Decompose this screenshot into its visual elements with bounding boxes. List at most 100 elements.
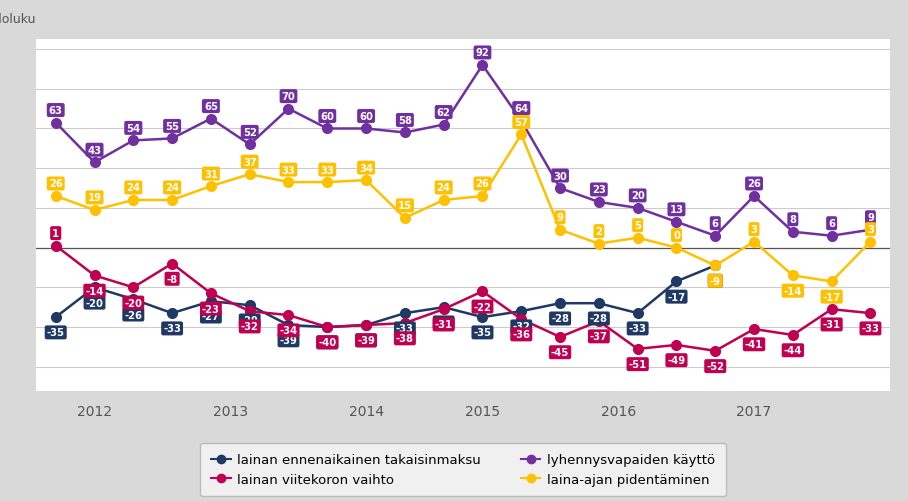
lainan viitekoron vaihto: [128, 285, 139, 291]
lainan ennenaikainen takaisinmaksu: [167, 311, 178, 317]
Text: 19: 19: [87, 193, 102, 203]
Text: -49: -49: [667, 356, 686, 365]
Text: -35: -35: [46, 328, 64, 338]
Text: 0: 0: [673, 230, 680, 240]
lyhennysvapaiden käyttö: [594, 199, 605, 205]
Text: 26: 26: [747, 179, 761, 189]
lainan ennenaikainen takaisinmaksu: [632, 311, 643, 317]
lainan ennenaikainen takaisinmaksu: [128, 297, 139, 303]
lyhennysvapaiden käyttö: [167, 136, 178, 142]
Text: 33: 33: [321, 165, 334, 175]
Text: -9: -9: [710, 276, 721, 286]
Text: -26: -26: [124, 310, 143, 320]
lainan ennenaikainen takaisinmaksu: [439, 305, 449, 311]
laina-ajan pidentäminen: [167, 197, 178, 203]
Text: -14: -14: [784, 286, 802, 296]
Text: 34: 34: [359, 163, 373, 173]
Text: -33: -33: [862, 324, 879, 334]
lyhennysvapaiden käyttö: [439, 122, 449, 128]
laina-ajan pidentäminen: [205, 184, 216, 190]
laina-ajan pidentäminen: [671, 245, 682, 251]
Text: -45: -45: [551, 348, 569, 358]
laina-ajan pidentäminen: [826, 279, 837, 285]
Text: -31: -31: [823, 320, 841, 330]
Text: -32: -32: [512, 322, 530, 332]
lainan viitekoron vaihto: [321, 324, 332, 330]
laina-ajan pidentäminen: [244, 172, 255, 178]
lyhennysvapaiden käyttö: [516, 118, 527, 124]
lyhennysvapaiden käyttö: [205, 116, 216, 122]
Text: 57: 57: [514, 118, 528, 128]
Text: 3: 3: [867, 225, 873, 234]
lainan viitekoron vaihto: [89, 273, 100, 279]
Text: 9: 9: [867, 213, 873, 223]
Text: 13: 13: [669, 205, 684, 215]
lyhennysvapaiden käyttö: [50, 120, 61, 126]
Text: -32: -32: [241, 322, 259, 332]
Text: -14: -14: [85, 286, 104, 296]
lainan ennenaikainen takaisinmaksu: [89, 285, 100, 291]
Text: -40: -40: [318, 338, 336, 348]
laina-ajan pidentäminen: [865, 239, 876, 245]
Text: 92: 92: [476, 49, 489, 58]
Text: 20: 20: [631, 191, 645, 201]
Text: -22: -22: [474, 302, 491, 312]
Text: -51: -51: [628, 359, 646, 369]
lainan ennenaikainen takaisinmaksu: [516, 309, 527, 315]
Text: -36: -36: [512, 330, 530, 340]
lainan ennenaikainen takaisinmaksu: [710, 263, 721, 269]
laina-ajan pidentäminen: [360, 178, 371, 184]
Text: -38: -38: [396, 334, 414, 344]
Text: 24: 24: [126, 183, 141, 193]
Text: -28: -28: [590, 314, 607, 324]
Text: -31: -31: [435, 320, 453, 330]
laina-ajan pidentäminen: [555, 227, 566, 233]
lainan viitekoron vaihto: [787, 332, 798, 338]
Line: lainan viitekoron vaihto: lainan viitekoron vaihto: [51, 241, 875, 356]
Text: 70: 70: [281, 92, 295, 102]
Text: 9: 9: [557, 213, 564, 223]
Text: -30: -30: [435, 318, 452, 328]
lyhennysvapaiden käyttö: [477, 63, 488, 69]
lainan ennenaikainen takaisinmaksu: [244, 303, 255, 309]
Text: 58: 58: [398, 116, 412, 126]
lainan viitekoron vaihto: [516, 317, 527, 323]
lyhennysvapaiden käyttö: [283, 106, 294, 112]
lainan viitekoron vaihto: [50, 243, 61, 249]
Text: 24: 24: [165, 183, 179, 193]
Text: 26: 26: [49, 179, 63, 189]
Text: 23: 23: [592, 185, 606, 195]
Legend: lainan ennenaikainen takaisinmaksu, lainan viitekoron vaihto, lyhennysvapaiden k: lainan ennenaikainen takaisinmaksu, lain…: [201, 443, 725, 496]
laina-ajan pidentäminen: [748, 239, 759, 245]
Text: 5: 5: [634, 221, 641, 231]
laina-ajan pidentäminen: [321, 180, 332, 186]
Text: -27: -27: [202, 312, 220, 322]
lainan ennenaikainen takaisinmaksu: [360, 322, 371, 328]
lainan ennenaikainen takaisinmaksu: [205, 299, 216, 305]
laina-ajan pidentäminen: [400, 215, 410, 221]
Text: -28: -28: [551, 314, 569, 324]
Text: -17: -17: [823, 292, 841, 302]
Text: 62: 62: [437, 108, 450, 118]
Text: -44: -44: [784, 346, 802, 356]
Text: 31: 31: [204, 169, 218, 179]
Text: 2: 2: [596, 226, 602, 236]
Text: 6: 6: [828, 219, 835, 229]
lainan ennenaikainen takaisinmaksu: [321, 324, 332, 330]
lainan ennenaikainen takaisinmaksu: [477, 315, 488, 321]
lainan viitekoron vaihto: [283, 313, 294, 319]
lainan viitekoron vaihto: [865, 311, 876, 317]
lyhennysvapaiden käyttö: [710, 233, 721, 239]
Text: saldoluku: saldoluku: [0, 13, 36, 26]
Text: 55: 55: [165, 122, 179, 132]
lyhennysvapaiden käyttö: [128, 138, 139, 144]
Text: -39: -39: [357, 336, 375, 346]
lainan ennenaikainen takaisinmaksu: [50, 315, 61, 321]
lainan viitekoron vaihto: [632, 346, 643, 352]
Text: -20: -20: [124, 298, 143, 308]
lyhennysvapaiden käyttö: [787, 229, 798, 235]
lyhennysvapaiden käyttö: [632, 205, 643, 211]
Text: 64: 64: [514, 104, 528, 114]
lyhennysvapaiden käyttö: [748, 193, 759, 199]
Text: 43: 43: [87, 145, 102, 155]
